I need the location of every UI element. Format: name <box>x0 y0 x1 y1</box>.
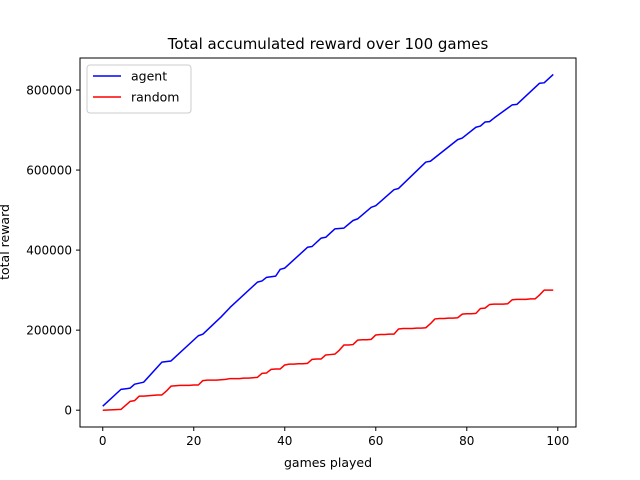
x-tick-label: 20 <box>186 434 201 448</box>
x-tick-label: 80 <box>459 434 474 448</box>
x-tick-label: 0 <box>99 434 107 448</box>
series-line-random <box>102 289 554 411</box>
series-layer <box>102 73 554 411</box>
y-axis-ticks: 0 200000 400000 600000 800000 <box>26 84 80 418</box>
y-tick-label: 200000 <box>26 324 72 338</box>
x-axis-ticks: 0 20 40 60 80 100 <box>99 427 569 448</box>
x-tick-label: 40 <box>277 434 292 448</box>
y-axis-label: total reward <box>0 204 12 280</box>
legend: agent random <box>86 64 192 114</box>
y-tick-label: 400000 <box>26 244 72 258</box>
plot-frame <box>79 57 577 428</box>
y-tick-label: 0 <box>64 404 72 418</box>
x-tick-label: 60 <box>368 434 383 448</box>
y-tick-label: 600000 <box>26 164 72 178</box>
x-axis-label: games played <box>284 455 372 470</box>
x-tick-label: 100 <box>546 434 569 448</box>
chart-title: Total accumulated reward over 100 games <box>167 35 489 53</box>
legend-label-random: random <box>131 90 179 105</box>
legend-label-agent: agent <box>131 69 167 84</box>
legend-box <box>86 64 192 114</box>
series-line-agent <box>102 73 554 407</box>
y-tick-label: 800000 <box>26 84 72 98</box>
